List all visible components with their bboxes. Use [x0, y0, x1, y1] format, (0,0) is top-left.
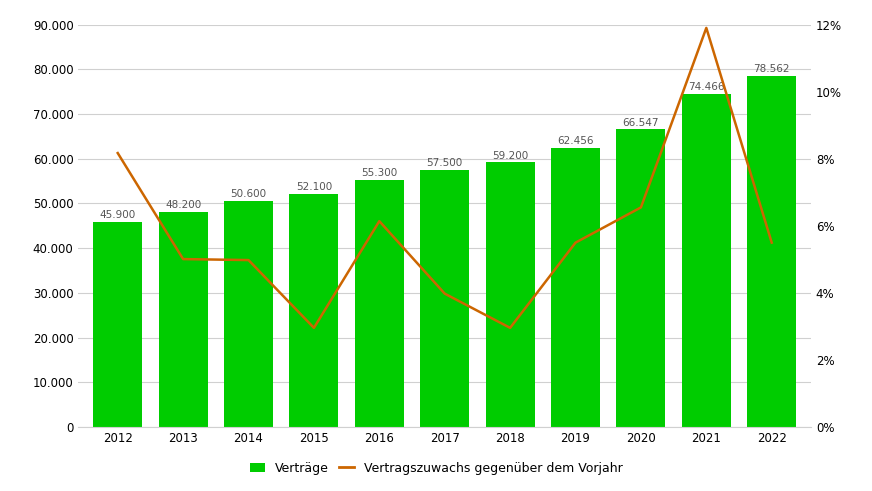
Text: 52.100: 52.100 — [296, 182, 332, 192]
Bar — [224, 201, 273, 427]
Bar — [486, 163, 535, 427]
Text: 62.456: 62.456 — [557, 136, 594, 146]
Bar — [682, 94, 731, 427]
Bar — [747, 76, 796, 427]
Bar — [159, 212, 208, 427]
Bar — [290, 194, 338, 427]
Text: 57.500: 57.500 — [426, 158, 463, 168]
Bar — [420, 170, 469, 427]
Text: 50.600: 50.600 — [230, 189, 267, 199]
Text: 78.562: 78.562 — [753, 64, 790, 74]
Bar — [551, 148, 600, 427]
Bar — [617, 130, 665, 427]
Text: 45.900: 45.900 — [99, 210, 136, 220]
Legend: Verträge, Vertragszuwachs gegenüber dem Vorjahr: Verträge, Vertragszuwachs gegenüber dem … — [245, 457, 627, 480]
Text: 66.547: 66.547 — [623, 118, 659, 128]
Bar — [355, 180, 404, 427]
Text: 55.300: 55.300 — [361, 168, 398, 178]
Text: 59.200: 59.200 — [492, 151, 528, 161]
Text: 74.466: 74.466 — [688, 82, 725, 92]
Text: 48.200: 48.200 — [165, 200, 201, 210]
Bar — [93, 222, 142, 427]
